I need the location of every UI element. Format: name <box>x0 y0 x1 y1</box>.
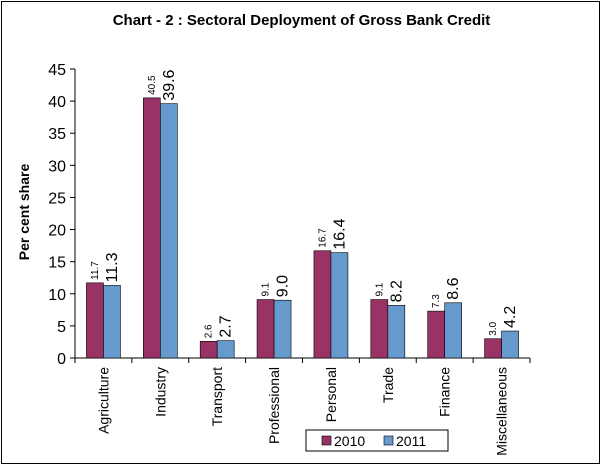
legend: 2010 2011 <box>305 429 449 452</box>
data-label-2010: 7.3 <box>431 294 442 308</box>
data-label-2011: 2.7 <box>218 315 235 337</box>
legend-label-2010: 2010 <box>334 433 365 449</box>
bar-2011-professional <box>273 299 292 359</box>
category-label: Transport <box>209 367 225 427</box>
data-label-2011: 16.4 <box>331 218 348 249</box>
bar-2011-trade <box>387 305 406 359</box>
category-label: Finance <box>437 367 453 417</box>
data-label-2010: 11.7 <box>90 261 101 280</box>
axes: 0 5 10 15 20 25 30 35 40 45 <box>48 62 531 368</box>
bar-2010-finance <box>427 310 445 359</box>
data-label-2010: 9.1 <box>374 282 385 296</box>
data-labels: 11.7 11.340.5 39.62.6 2.79.1 9.016.7 16.49.1 8… <box>90 69 519 338</box>
data-label-2011: 9.0 <box>275 275 292 297</box>
bar-2011-miscellaneous <box>501 330 519 359</box>
category-label: Trade <box>380 367 396 403</box>
bar-2010-industry <box>143 97 161 359</box>
legend-swatch-2011 <box>383 435 394 446</box>
category-label: Industry <box>152 367 168 417</box>
bar-2010-professional <box>256 299 275 359</box>
category-labels: Agriculture Industry Transport Professional… <box>95 367 509 456</box>
data-label-2011: 8.2 <box>388 280 405 302</box>
bar-2011-transport <box>216 340 235 359</box>
data-label-2011: 39.6 <box>161 69 178 100</box>
category-label: Miscellaneous <box>494 367 510 456</box>
data-label-2011: 8.6 <box>445 277 462 299</box>
data-label-2010: 2.6 <box>204 324 215 338</box>
y-tick-label: 0 <box>57 351 66 368</box>
chart-title: Chart - 2 : Sectoral Deployment of Gross… <box>112 12 491 29</box>
category-label: Professional <box>266 367 282 444</box>
bar-2011-finance <box>444 302 462 359</box>
y-tick-label: 45 <box>48 62 66 79</box>
legend-label-2011: 2011 <box>396 433 426 449</box>
bar-2010-personal <box>313 250 332 359</box>
y-tick-label: 5 <box>57 319 66 336</box>
y-tick-label: 10 <box>48 287 66 304</box>
data-label-2010: 9.1 <box>261 282 272 296</box>
legend-swatch-2010 <box>321 435 332 446</box>
y-tick-label: 25 <box>48 190 66 207</box>
data-label-2010: 40.5 <box>147 75 158 95</box>
y-tick-label: 30 <box>48 158 66 175</box>
bar-2011-industry <box>160 103 178 359</box>
y-axis-label: Per cent share <box>16 164 32 261</box>
bar-2010-transport <box>199 341 218 359</box>
category-label: Personal <box>323 367 339 422</box>
legend-box <box>305 429 449 452</box>
data-label-2011: 4.2 <box>502 306 519 328</box>
data-label-2010: 3.0 <box>488 321 499 335</box>
bar-2011-personal <box>330 252 349 359</box>
bars <box>86 97 519 359</box>
bar-2010-agriculture <box>86 282 104 359</box>
data-label-2011: 11.3 <box>104 252 121 282</box>
bar-2010-trade <box>370 299 389 359</box>
y-tick-label: 15 <box>48 255 66 272</box>
category-label: Agriculture <box>95 367 111 434</box>
y-tick-label: 40 <box>48 94 66 111</box>
y-tick-label: 20 <box>48 223 66 240</box>
data-label-2010: 16.7 <box>317 228 328 248</box>
y-tick-label: 35 <box>48 126 66 143</box>
bar-2011-agriculture <box>103 285 121 359</box>
bar-2010-miscellaneous <box>484 338 502 359</box>
